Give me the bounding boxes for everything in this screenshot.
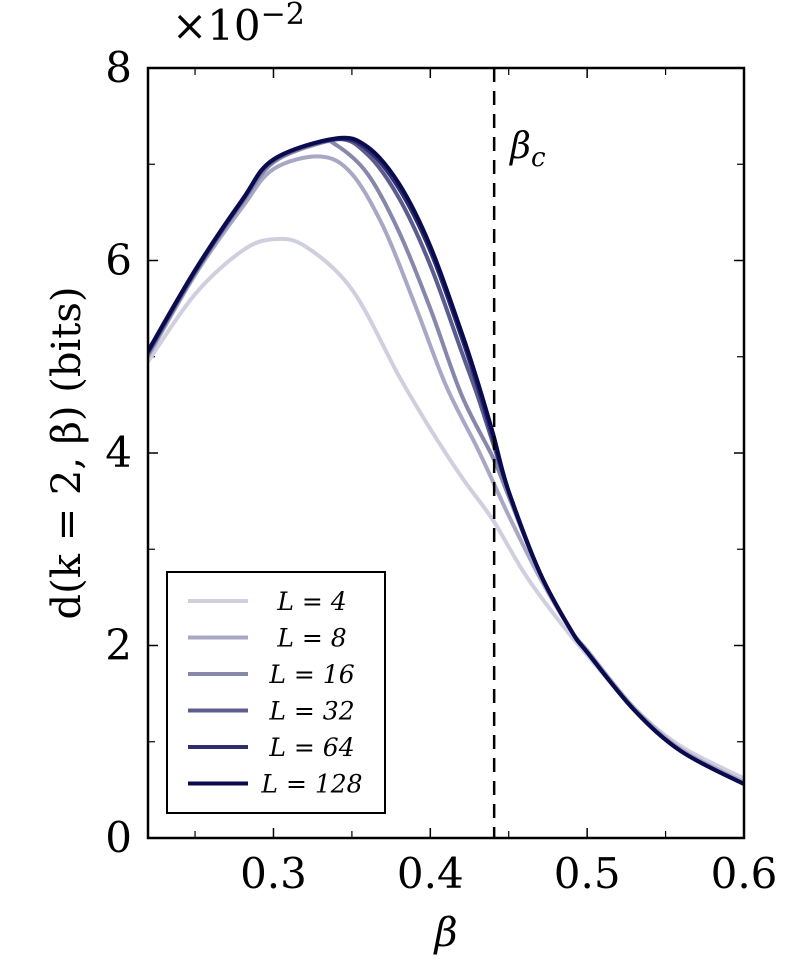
legend-label: L = 16 [268, 660, 354, 689]
legend-label: L = 64 [268, 733, 354, 762]
x-tick-label: 0.4 [397, 849, 464, 898]
critical-line-label: βc [508, 126, 546, 173]
y-axis-label: d(k = 2, β) (bits) [44, 287, 90, 620]
ticks: 0.3 0.4 0.5 0.6 0 2 4 6 8 [105, 43, 777, 898]
x-axis-label: β [432, 910, 457, 956]
legend-label: L = 8 [276, 624, 346, 653]
y-multiplier-exponent: −2 [261, 0, 305, 32]
y-tick-label: 4 [105, 428, 132, 477]
legend-label: L = 4 [276, 587, 346, 616]
x-tick-label: 0.3 [240, 849, 307, 898]
y-tick-label: 8 [105, 43, 132, 92]
x-tick-label: 0.5 [554, 849, 621, 898]
plot-frame [146, 66, 746, 840]
legend-label: L = 128 [260, 770, 362, 799]
x-tick-label: 0.6 [711, 849, 778, 898]
series-line-6 [148, 135, 744, 787]
legend-label: L = 32 [268, 697, 354, 726]
series-lines [148, 135, 744, 787]
critical-line-label-sub: c [531, 143, 546, 173]
y-tick-label: 0 [105, 813, 132, 862]
y-multiplier: ×10−2 [172, 0, 305, 50]
legend-box [166, 571, 386, 814]
y-tick-label: 6 [105, 236, 132, 285]
y-tick-label: 2 [105, 621, 132, 670]
legend: L = 4 L = 8 L = 16 L = 32 L = 64 L = 128 [166, 571, 386, 814]
